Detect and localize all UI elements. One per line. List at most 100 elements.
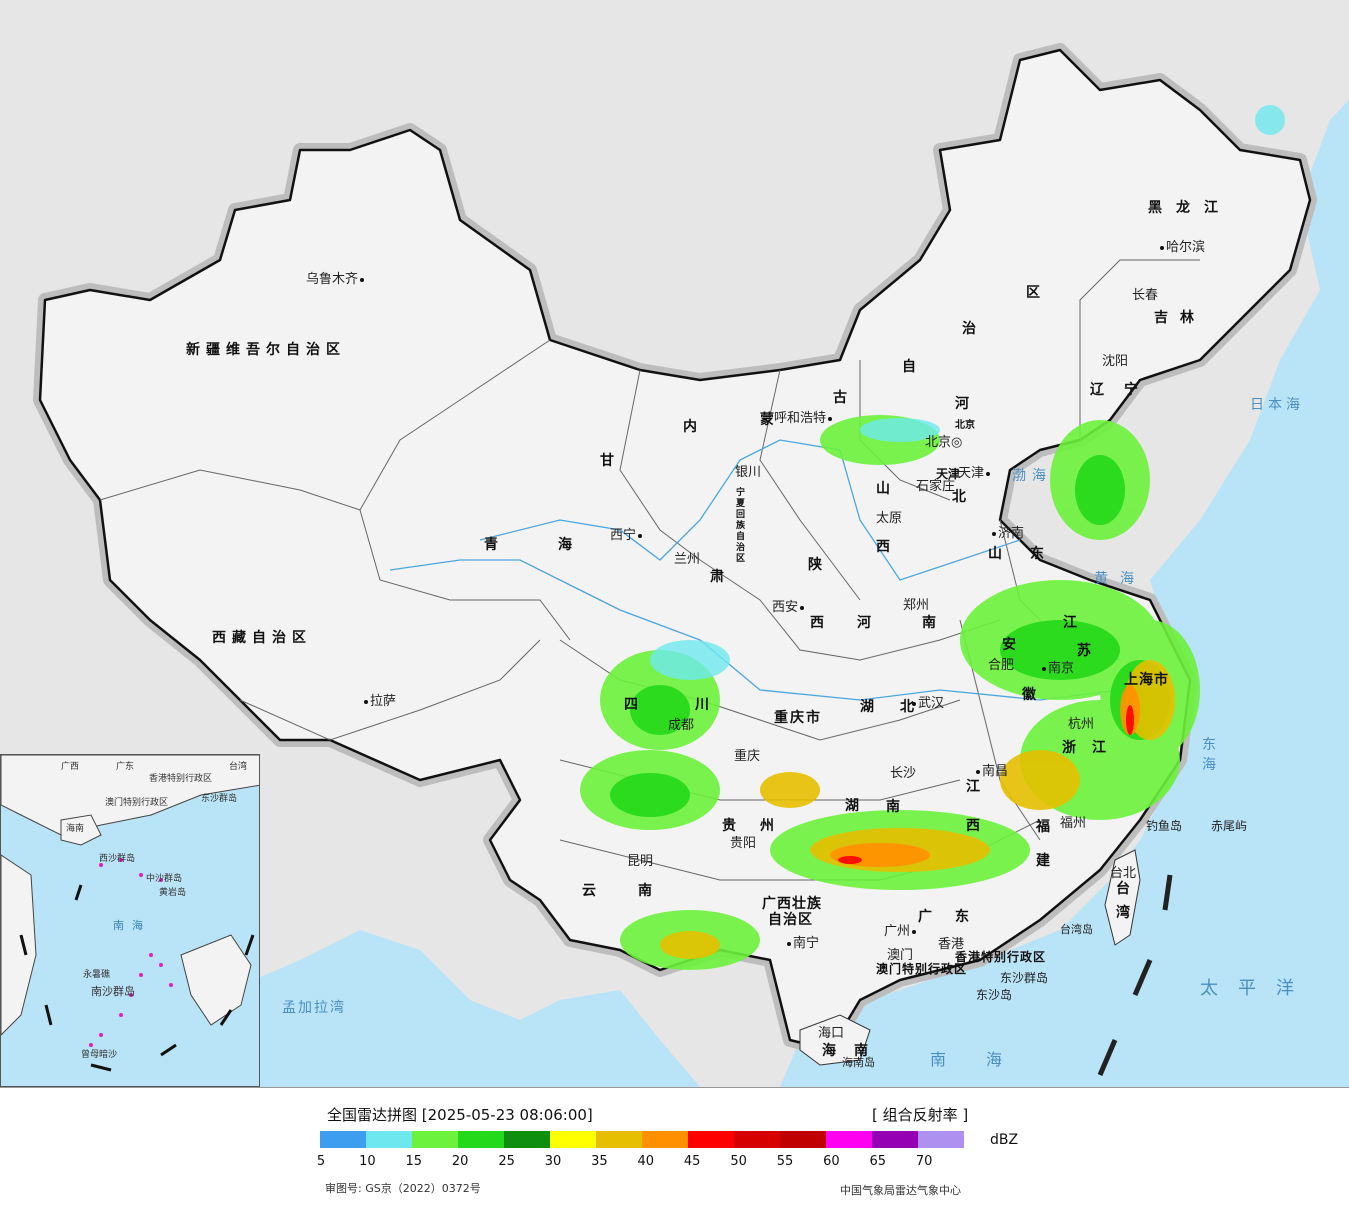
province-hubei-2: 北 — [900, 699, 920, 715]
legend-product: [ 组合反射率 ] — [872, 1106, 969, 1124]
sea-donghai: 东海 — [1202, 734, 1222, 774]
legend-tick-label: 30 — [544, 1154, 562, 1169]
province-shanxi-1: 山 — [876, 481, 896, 497]
city-beijing: 北京◎ — [925, 435, 963, 450]
city-hefei: 合肥 — [988, 658, 1015, 673]
legend-tick-label: 10 — [359, 1154, 376, 1169]
province-neimenggu-1: 内 — [683, 419, 703, 435]
province-qinghai-1: 青 — [484, 537, 504, 553]
city-nanchang: 南昌 — [974, 760, 1008, 779]
province-shaanxi-1: 陕 — [808, 557, 828, 573]
taiwan-island — [1104, 849, 1141, 946]
province-henan-2: 南 — [922, 615, 942, 631]
province-anhui-2: 徽 — [1022, 687, 1042, 703]
province-zhejiang-1: 浙 — [1062, 740, 1082, 756]
island-taiwan: 台湾岛 — [1060, 923, 1093, 936]
province-fujian-1: 福 — [1036, 819, 1056, 835]
legend-tick-label: 45 — [683, 1154, 701, 1169]
legend-swatch — [872, 1131, 918, 1148]
inset-map — [1, 755, 259, 1072]
province-neimenggu-5: 治 — [962, 321, 982, 337]
legend-ticks: 5 10 15 20 25 30 35 40 45 50 55 60 65 70 — [0, 1154, 1349, 1172]
legend-title: 全国雷达拼图 [2025-05-23 08:06:00] — [327, 1106, 593, 1124]
inset-guangxi: 广西 — [61, 762, 80, 772]
city-chengdu: 成都 — [668, 718, 695, 733]
province-gansu-1: 甘 — [600, 453, 620, 469]
city-fuzhou: 福州 — [1060, 816, 1087, 831]
island-chiwei: 赤尾屿 — [1211, 819, 1248, 833]
legend-tick-label: 20 — [451, 1154, 469, 1169]
legend-approval: 审图号: GS京（2022）0372号 — [325, 1182, 481, 1195]
province-xizang: 西藏自治区 — [212, 630, 312, 646]
province-hunan-1: 湖 — [845, 798, 865, 814]
province-jiangxi-1: 江 — [966, 779, 986, 795]
city-yinchuan: 银川 — [735, 465, 762, 480]
province-zhejiang-2: 江 — [1092, 740, 1112, 756]
legend-swatch — [918, 1131, 964, 1148]
sea-bohai: 渤海 — [1012, 468, 1052, 484]
inset-nansha: 南沙群岛 — [91, 985, 135, 998]
city-nanning: 南宁 — [785, 932, 819, 951]
city-taiyuan: 太原 — [876, 511, 903, 526]
city-wuhan: 武汉 — [910, 692, 944, 711]
city-changchun: 长春 — [1132, 288, 1159, 303]
province-gansu-2: 肃 — [710, 569, 730, 585]
province-guizhou-1: 贵 — [722, 818, 742, 834]
city-xining: 西宁 — [610, 524, 644, 543]
province-xinjiang: 新疆维吾尔自治区 — [186, 342, 346, 358]
legend-tick-label: 55 — [776, 1154, 794, 1169]
sea-ribenhai: 日本海 — [1250, 397, 1304, 413]
legend-swatch — [826, 1131, 872, 1148]
inset-hainan: 海南 — [66, 824, 85, 834]
south-china-sea-inset: 广西 广东 台湾 香港特别行政区 澳门特别行政区 东沙群岛 海南 西沙群岛 中沙… — [0, 754, 260, 1087]
legend-tick-label: 15 — [405, 1154, 423, 1169]
inset-taiwan: 台湾 — [229, 762, 248, 772]
province-yunnan-1: 云 — [582, 883, 602, 899]
legend-tick-label: 70 — [915, 1154, 933, 1169]
province-taiwan-1: 台 — [1116, 881, 1136, 897]
city-guiyang: 贵阳 — [730, 836, 757, 851]
province-tianjin: 天津 — [936, 467, 961, 481]
province-fujian-2: 建 — [1036, 853, 1056, 869]
legend-swatch — [458, 1131, 504, 1148]
radar-map: 新疆维吾尔自治区 西藏自治区 青 海 甘 肃 内 蒙 古 自 治 区 黑龙江 吉… — [0, 0, 1349, 1088]
city-taibei: 台北 — [1110, 866, 1137, 881]
ocean-east — [780, 0, 1349, 1087]
province-shanghai: 上海市 — [1124, 672, 1169, 688]
legend-swatch — [550, 1131, 596, 1148]
province-macau: 澳门特别行政区 — [876, 962, 968, 976]
ocean-south — [180, 930, 700, 1087]
inset-dongsha: 东沙群岛 — [201, 794, 238, 804]
province-shanxi-2: 西 — [876, 539, 896, 555]
province-shandong-2: 东 — [1030, 546, 1050, 562]
island-dongsha-2: 东沙岛 — [976, 988, 1013, 1002]
island-dongsha: 东沙群岛 — [1000, 971, 1049, 985]
province-guangdong-1: 广 — [918, 909, 938, 925]
province-neimenggu-2: 蒙 — [760, 412, 780, 428]
legend-swatch — [688, 1131, 734, 1148]
province-beijing: 北京 — [955, 420, 975, 431]
province-shandong-1: 山 — [988, 546, 1008, 562]
legend-swatch — [366, 1131, 412, 1148]
inset-zhongsha: 中沙群岛 — [146, 874, 183, 884]
capital-icon: ◎ — [951, 435, 963, 450]
city-hongkong: 香港 — [938, 937, 965, 952]
city-shijiazhuang: 石家庄 — [916, 479, 956, 494]
inset-yongshu: 永暑礁 — [83, 970, 111, 980]
legend-tick-label: 50 — [730, 1154, 747, 1169]
city-lanzhou: 兰州 — [674, 552, 701, 567]
province-neimenggu-3: 古 — [833, 390, 853, 406]
city-tianjin: 天津 — [958, 462, 992, 481]
city-haikou: 海口 — [818, 1026, 845, 1041]
legend-swatch — [504, 1131, 550, 1148]
city-hohhot: 呼和浩特 — [774, 407, 834, 426]
legend-swatch — [412, 1131, 458, 1148]
legend-unit: dBZ — [990, 1132, 1019, 1148]
legend-swatch — [320, 1131, 366, 1148]
province-heilongjiang: 黑龙江 — [1148, 200, 1232, 216]
legend-tick-label: 25 — [498, 1154, 515, 1169]
province-neimenggu-6: 区 — [1026, 285, 1046, 301]
radar-echoes — [580, 105, 1285, 970]
province-chongqing: 重庆市 — [774, 710, 822, 726]
city-changsha: 长沙 — [890, 766, 917, 781]
